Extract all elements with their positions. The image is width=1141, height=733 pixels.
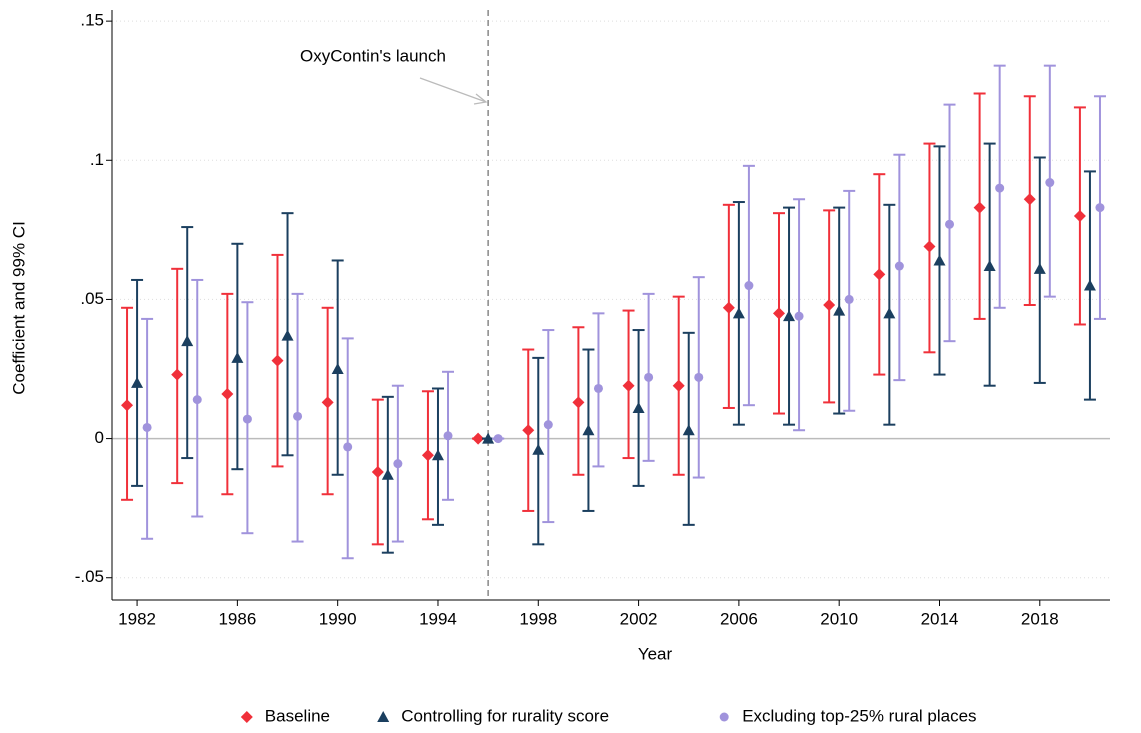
point [873,268,886,281]
annotation-arrow [419,77,487,103]
x-axis-title: Year [638,644,673,663]
legend-label: Controlling for rurality score [401,706,609,725]
point [343,442,353,452]
point [1033,262,1046,274]
legend-label: Baseline [265,706,330,725]
point [1095,203,1105,213]
point [1073,209,1086,222]
point [933,254,946,266]
legend-marker [719,712,729,722]
point [694,372,704,382]
point [543,420,553,430]
point [131,376,144,388]
legend-marker [240,711,253,723]
x-tick-label: 2014 [921,609,959,628]
point [945,219,955,229]
series [141,64,1106,560]
annotation: OxyContin's launch [300,46,446,65]
point [1023,193,1036,206]
y-tick-label: .1 [90,150,104,169]
y-tick-label: 0 [95,428,104,447]
point [231,351,244,363]
point [923,240,936,253]
point [371,465,384,478]
point [632,401,645,413]
point [622,379,635,392]
point [983,260,996,272]
x-tick-label: 1990 [319,609,357,628]
point [142,422,152,432]
series [121,92,1086,546]
point [672,379,685,392]
x-tick-label: 1994 [419,609,457,628]
point [421,449,434,462]
y-tick-label: .05 [80,289,104,308]
point [1045,178,1055,188]
point [732,307,745,319]
y-tick-label: .15 [80,11,104,30]
point [844,294,854,304]
point [482,432,495,444]
point [794,311,804,321]
point [744,281,754,291]
point [572,396,585,409]
point [582,424,595,436]
point [281,329,294,341]
legend-label: Excluding top-25% rural places [742,706,976,725]
point [192,395,202,405]
series [131,142,1096,554]
point [722,301,735,314]
point [381,468,394,480]
point [783,310,796,322]
point [271,354,284,367]
point [121,399,134,412]
point [293,411,303,421]
point [393,459,403,469]
point [443,431,453,441]
point [171,368,184,381]
point [833,304,846,316]
point [321,396,334,409]
legend-marker [377,711,390,722]
point [973,201,986,214]
point [773,307,786,320]
point [181,335,194,347]
point [331,363,344,375]
point [522,424,535,437]
annotation-arrowhead [473,93,488,105]
point [472,432,485,445]
point [894,261,904,271]
x-tick-label: 2018 [1021,609,1059,628]
point [883,307,896,319]
x-tick-label: 1982 [118,609,156,628]
point [644,372,654,382]
point [431,449,444,461]
point [995,183,1005,193]
y-tick-label: -.05 [75,567,104,586]
point [532,443,545,455]
x-tick-label: 2010 [820,609,858,628]
point [221,388,234,401]
y-axis-title: Coefficient and 99% CI [9,221,28,395]
x-tick-label: 2002 [620,609,658,628]
x-tick-label: 2006 [720,609,758,628]
point [593,383,603,393]
point [823,299,836,311]
point [1083,279,1096,291]
point [682,424,695,436]
x-tick-label: 1986 [218,609,256,628]
point [493,434,503,444]
x-tick-label: 1998 [519,609,557,628]
point [242,414,252,424]
